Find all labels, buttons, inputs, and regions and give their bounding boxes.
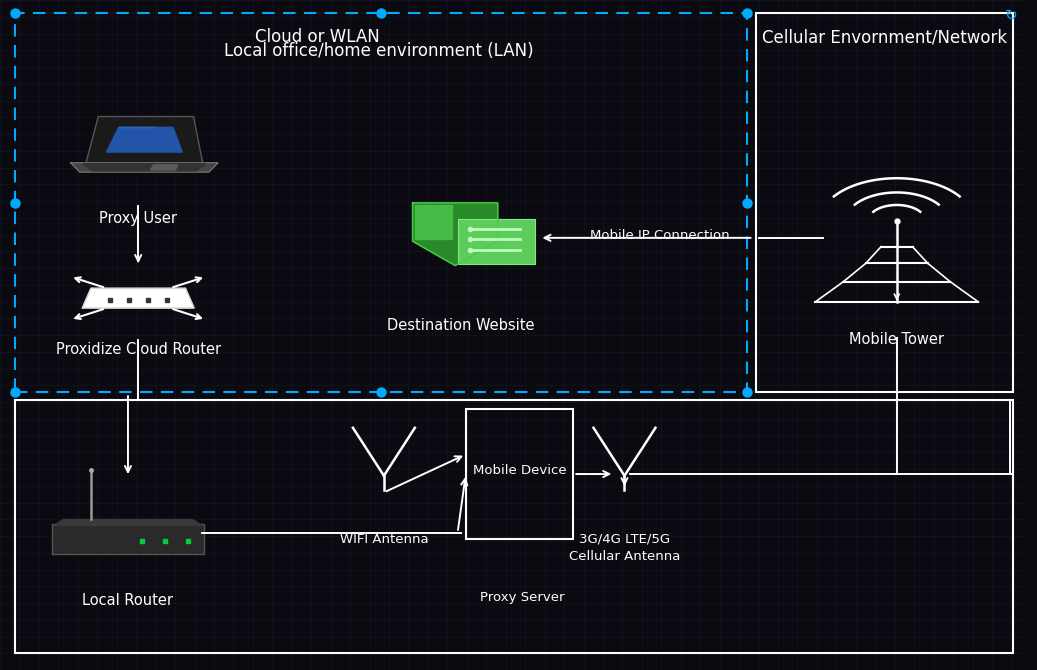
Text: Local office/home environment (LAN): Local office/home environment (LAN) (224, 42, 534, 60)
Text: Mobile Tower: Mobile Tower (849, 332, 945, 346)
Polygon shape (54, 519, 201, 525)
Text: Cloud or WLAN: Cloud or WLAN (255, 28, 380, 46)
Polygon shape (415, 204, 452, 239)
Polygon shape (413, 203, 498, 265)
Text: Local Router: Local Router (83, 593, 173, 608)
Bar (16, 400, 1013, 653)
Text: WIFI Antenna: WIFI Antenna (339, 533, 428, 545)
Polygon shape (107, 127, 183, 152)
Text: Proxy Server: Proxy Server (480, 591, 564, 604)
Text: Mobile IP Connection: Mobile IP Connection (590, 229, 730, 243)
Text: 3G/4G LTE/5G
Cellular Antenna: 3G/4G LTE/5G Cellular Antenna (568, 533, 680, 563)
Bar (16, 13, 748, 392)
Polygon shape (86, 117, 202, 163)
Text: Proxidize Cloud Router: Proxidize Cloud Router (56, 342, 221, 356)
Text: Proxy User: Proxy User (100, 211, 177, 226)
Bar (756, 13, 1013, 392)
Polygon shape (150, 165, 178, 170)
Polygon shape (83, 163, 205, 171)
Text: Cellular Envornment/Network: Cellular Envornment/Network (762, 28, 1007, 46)
Text: ↻: ↻ (1005, 8, 1017, 23)
FancyBboxPatch shape (52, 524, 203, 554)
Bar (466, 409, 573, 539)
FancyBboxPatch shape (458, 218, 535, 264)
Text: Destination Website: Destination Website (387, 318, 534, 333)
Text: Mobile Device: Mobile Device (473, 464, 566, 477)
Polygon shape (82, 288, 194, 308)
Polygon shape (71, 163, 218, 172)
